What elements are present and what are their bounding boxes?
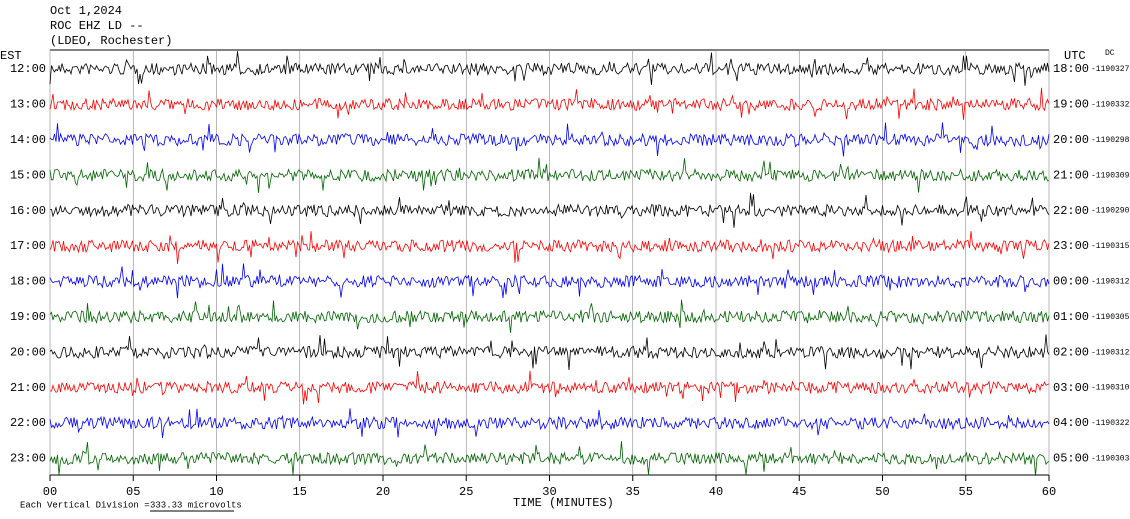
est-label: 13:00 [10, 98, 46, 112]
utc-label: 18:00 [1053, 62, 1089, 76]
x-tick-label: 20 [376, 485, 390, 499]
est-label: 15:00 [10, 168, 46, 182]
x-tick-label: 00 [43, 485, 57, 499]
trace [49, 87, 1050, 120]
utc-label: 03:00 [1053, 381, 1089, 395]
dc-title: DC [1105, 49, 1115, 58]
trace [49, 299, 1050, 333]
dc-label: -1190310 [1091, 384, 1130, 393]
dc-label: -1190332 [1091, 101, 1130, 110]
trace [49, 157, 1050, 193]
x-tick-label: 50 [875, 485, 889, 499]
est-label: 18:00 [10, 275, 46, 289]
scale-note: Each Vertical Division = [20, 500, 150, 510]
x-axis-title: TIME (MINUTES) [513, 496, 614, 510]
dc-label: -1190305 [1091, 313, 1130, 322]
utc-title: UTC [1064, 49, 1086, 63]
est-label: 20:00 [10, 345, 46, 359]
dc-label: -1190309 [1091, 171, 1130, 180]
utc-label: 23:00 [1053, 239, 1089, 253]
date: Oct 1,2024 [50, 4, 122, 18]
x-tick-label: 30 [542, 485, 556, 499]
trace [49, 122, 1050, 157]
trace [49, 370, 1050, 405]
dc-label: -1190327 [1091, 65, 1130, 74]
est-title: EST [0, 49, 22, 63]
utc-label: 19:00 [1053, 98, 1089, 112]
est-label: 23:00 [10, 452, 46, 466]
utc-label: 05:00 [1053, 452, 1089, 466]
dc-label: -1190298 [1091, 136, 1130, 145]
dc-label: -1190315 [1091, 242, 1130, 251]
x-tick-label: 45 [792, 485, 806, 499]
station: ROC EHZ LD -- [50, 19, 144, 33]
trace [49, 263, 1050, 299]
trace [49, 231, 1050, 264]
scale-value: 333.33 microvolts [150, 500, 242, 510]
x-tick-label: 55 [959, 485, 973, 499]
utc-label: 21:00 [1053, 168, 1089, 182]
utc-label: 02:00 [1053, 345, 1089, 359]
est-label: 14:00 [10, 133, 46, 147]
x-tick-label: 15 [293, 485, 307, 499]
dc-label: -1190312 [1091, 348, 1130, 357]
utc-label: 04:00 [1053, 416, 1089, 430]
trace [49, 441, 1050, 476]
x-tick-label: 25 [459, 485, 473, 499]
location: (LDEO, Rochester) [50, 34, 172, 48]
x-tick-label: 60 [1042, 485, 1056, 499]
est-label: 17:00 [10, 239, 46, 253]
est-label: 16:00 [10, 204, 46, 218]
utc-label: 00:00 [1053, 275, 1089, 289]
dc-label: -1190290 [1091, 207, 1130, 216]
trace [49, 334, 1050, 371]
dc-label: -1190312 [1091, 278, 1130, 287]
trace [49, 408, 1050, 439]
dc-label: -1190303 [1091, 455, 1130, 464]
x-tick-label: 05 [126, 485, 140, 499]
utc-label: 22:00 [1053, 204, 1089, 218]
trace [49, 192, 1050, 228]
utc-label: 01:00 [1053, 310, 1089, 324]
x-tick-label: 10 [209, 485, 223, 499]
est-label: 19:00 [10, 310, 46, 324]
est-label: 22:00 [10, 416, 46, 430]
trace [49, 51, 1050, 86]
est-label: 21:00 [10, 381, 46, 395]
x-tick-label: 35 [626, 485, 640, 499]
dc-label: -1190322 [1091, 419, 1130, 428]
x-tick-label: 40 [709, 485, 723, 499]
est-label: 12:00 [10, 62, 46, 76]
utc-label: 20:00 [1053, 133, 1089, 147]
